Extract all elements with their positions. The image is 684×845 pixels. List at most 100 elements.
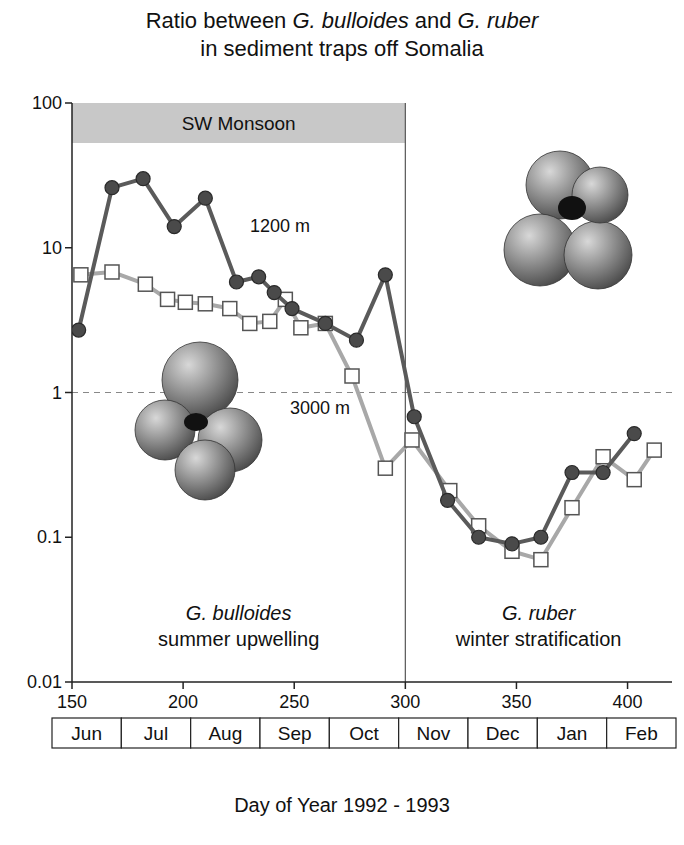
series-marker (267, 286, 281, 300)
foram-aperture (558, 196, 586, 220)
series-marker (198, 191, 212, 205)
month-label: Nov (416, 723, 450, 744)
foram-chamber (564, 221, 632, 289)
y-tick (65, 247, 72, 249)
series-marker (138, 277, 152, 291)
y-tick-label: 10 (42, 238, 62, 258)
month-label: Oct (349, 723, 379, 744)
series-marker (627, 473, 641, 487)
series-marker (472, 530, 486, 544)
series-marker (378, 461, 392, 475)
month-label: Sep (278, 723, 312, 744)
series-marker (263, 314, 277, 328)
x-tick (405, 682, 407, 689)
series-marker (345, 369, 359, 383)
foram-aperture (184, 413, 208, 431)
series-marker (534, 553, 548, 567)
month-box (260, 718, 329, 748)
series-marker (441, 493, 455, 507)
series-line (79, 179, 635, 544)
series-marker (407, 410, 421, 424)
foram-chamber (175, 440, 235, 500)
series-marker (596, 450, 610, 464)
species-name: G. ruber (458, 8, 540, 33)
month-box (191, 718, 260, 748)
series-marker (243, 316, 257, 330)
series-marker (105, 265, 119, 279)
series-marker (136, 172, 150, 186)
series-label: 3000 m (290, 398, 350, 418)
y-tick (65, 102, 72, 104)
foram-illustration (504, 151, 632, 289)
series-marker (167, 220, 181, 234)
series-marker (349, 333, 363, 347)
series-marker (505, 537, 519, 551)
monsoon-band (72, 103, 405, 143)
series-marker (565, 501, 579, 515)
title: Ratio between G. bulloides and G. ruber (146, 8, 540, 33)
series-marker (252, 270, 266, 284)
series-marker (229, 275, 243, 289)
x-tick (182, 682, 184, 689)
band-label: SW Monsoon (182, 113, 296, 134)
series-marker (178, 295, 192, 309)
series-marker (318, 316, 332, 330)
month-box (399, 718, 468, 748)
season-divider (405, 103, 406, 682)
reference-line (72, 392, 672, 393)
y-tick (65, 392, 72, 394)
series-marker (596, 466, 610, 480)
subtitle: in sediment traps off Somalia (200, 36, 484, 61)
series-marker (285, 302, 299, 316)
y-tick-label: 1 (52, 383, 62, 403)
series-marker (74, 268, 88, 282)
month-box (607, 718, 676, 748)
y-tick-label: 100 (32, 93, 62, 113)
series-marker (161, 292, 175, 306)
plot-area (72, 172, 661, 567)
x-axis-title: Day of Year 1992 - 1993 (234, 794, 450, 816)
series-marker (198, 297, 212, 311)
month-box (537, 718, 606, 748)
x-tick-label: 350 (501, 692, 531, 712)
series-marker (105, 181, 119, 195)
month-box (329, 718, 398, 748)
month-box (52, 718, 121, 748)
annotation-text: summer upwelling (158, 628, 319, 650)
series-marker (534, 530, 548, 544)
text-part: and (409, 8, 458, 33)
series-marker (405, 433, 419, 447)
annotation-species: G. bulloides (186, 602, 292, 624)
series-marker (378, 268, 392, 282)
series-marker (223, 302, 237, 316)
series-marker (318, 316, 332, 330)
x-tick (293, 682, 295, 689)
species-name: G. bulloides (292, 8, 408, 33)
series-label: 1200 m (250, 216, 310, 236)
y-tick (65, 681, 72, 683)
y-tick-label: 0.1 (37, 527, 62, 547)
x-tick-label: 250 (279, 692, 309, 712)
month-label: Feb (625, 723, 658, 744)
x-tick-label: 200 (168, 692, 198, 712)
annotation-species: G. ruber (502, 602, 577, 624)
x-axis (72, 681, 672, 683)
x-tick-label: 150 (57, 692, 87, 712)
chart: Ratio between G. bulloides and G. ruber i… (0, 0, 684, 845)
x-tick (627, 682, 629, 689)
x-tick-label: 300 (390, 692, 420, 712)
series-marker (627, 427, 641, 441)
x-tick (71, 682, 73, 689)
annotation-text: winter stratification (455, 628, 622, 650)
month-box (468, 718, 537, 748)
series-marker (565, 466, 579, 480)
x-tick (516, 682, 518, 689)
foram-illustration (135, 342, 262, 500)
y-tick (65, 537, 72, 539)
month-label: Jun (71, 723, 102, 744)
x-tick-label: 400 (613, 692, 643, 712)
series-marker (72, 323, 86, 337)
y-tick-label: 0.01 (27, 672, 62, 692)
series-marker (647, 443, 661, 457)
month-label: Jan (557, 723, 588, 744)
